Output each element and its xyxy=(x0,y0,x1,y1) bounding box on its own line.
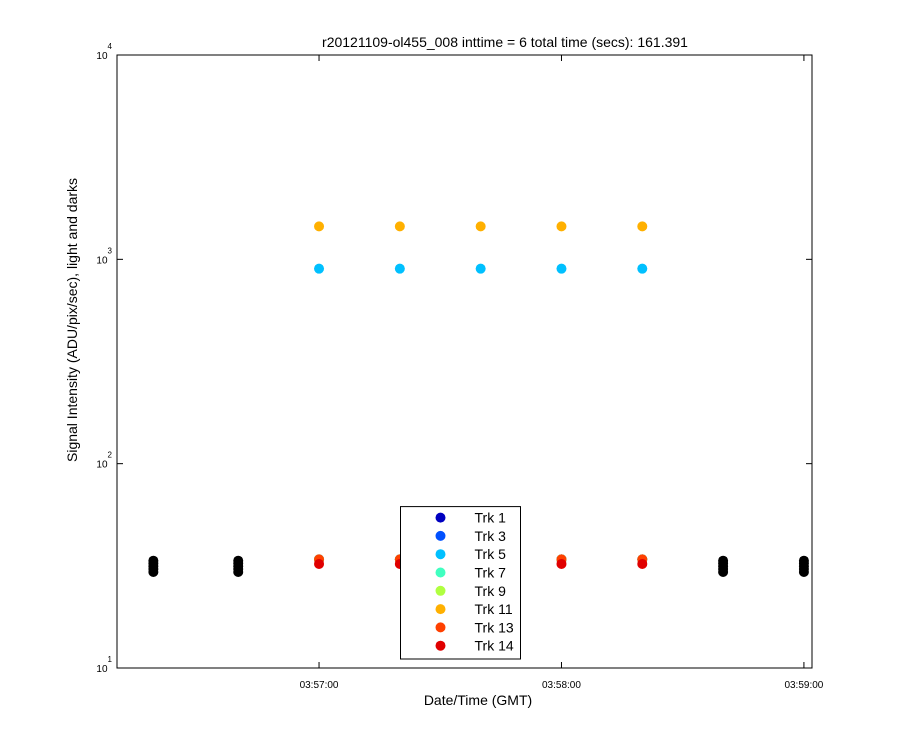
legend-label: Trk 5 xyxy=(475,546,507,562)
legend-label: Trk 9 xyxy=(475,583,507,599)
tick-exponent: 1 xyxy=(108,655,113,664)
point xyxy=(637,221,648,232)
legend-marker xyxy=(435,567,446,578)
x-tick-label: 03:59:00 xyxy=(784,680,823,691)
tick-base: 10 xyxy=(96,51,108,62)
y-tick-label: 103 xyxy=(96,246,112,266)
point xyxy=(475,263,486,274)
tick-exponent: 3 xyxy=(108,246,113,255)
point xyxy=(475,221,486,232)
tick-base: 10 xyxy=(96,460,108,471)
point xyxy=(314,558,325,569)
legend-label: Trk 14 xyxy=(475,638,514,654)
legend-marker xyxy=(435,549,446,560)
point xyxy=(637,263,648,274)
legend-marker xyxy=(435,530,446,541)
y-tick-label: 101 xyxy=(96,655,112,675)
legend-marker xyxy=(435,512,446,523)
tick-base: 10 xyxy=(96,255,108,266)
tick-exponent: 4 xyxy=(108,42,113,51)
y-tick-label: 102 xyxy=(96,451,112,471)
legend-label: Trk 13 xyxy=(475,619,514,635)
legend-box xyxy=(400,506,521,660)
legend-marker xyxy=(435,585,446,596)
legend-marker xyxy=(435,604,446,615)
x-axis-label: Date/Time (GMT) xyxy=(424,692,532,708)
point xyxy=(394,263,405,274)
legend-label: Trk 11 xyxy=(475,601,513,617)
point xyxy=(798,555,809,566)
point xyxy=(314,221,325,232)
point xyxy=(556,263,567,274)
point xyxy=(394,221,405,232)
legend-label: Trk 1 xyxy=(475,510,507,526)
y-axis-label: Signal Intensity (ADU/pix/sec), light an… xyxy=(64,178,80,462)
legend-label: Trk 7 xyxy=(475,565,507,581)
y-tick-label: 104 xyxy=(96,42,112,62)
tick-base: 10 xyxy=(96,664,108,675)
point xyxy=(314,263,325,274)
x-tick-label: 03:58:00 xyxy=(542,680,581,691)
point xyxy=(556,221,567,232)
point xyxy=(637,558,648,569)
point xyxy=(556,558,567,569)
legend-marker xyxy=(435,622,446,633)
point xyxy=(718,555,729,566)
tick-exponent: 2 xyxy=(108,451,113,460)
x-tick-label: 03:57:00 xyxy=(300,680,339,691)
chart-title: r20121109-ol455_008 inttime = 6 total ti… xyxy=(322,34,688,50)
point xyxy=(233,555,244,566)
point xyxy=(148,555,159,566)
legend-label: Trk 3 xyxy=(475,528,507,544)
legend-marker xyxy=(435,640,446,651)
